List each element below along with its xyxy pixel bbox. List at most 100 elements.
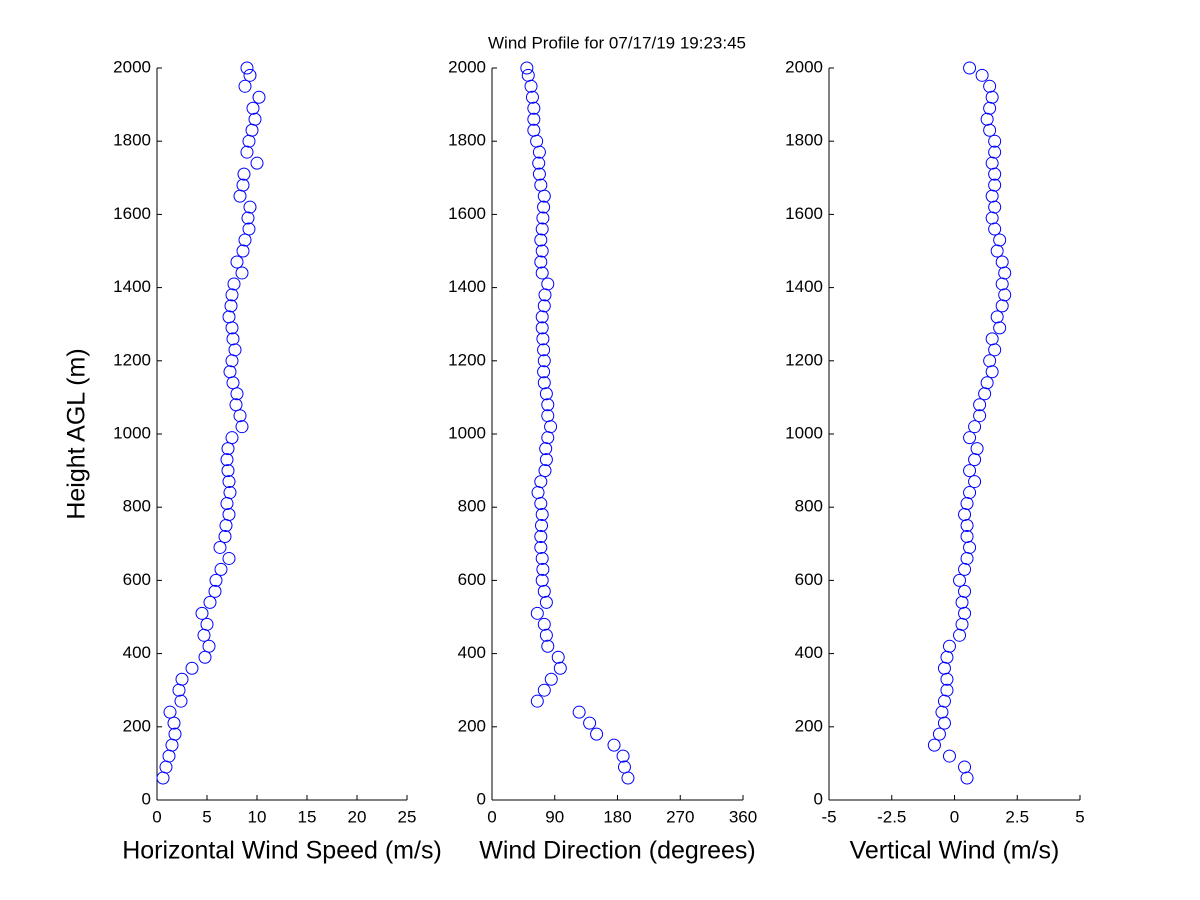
point — [238, 233, 252, 247]
point — [235, 266, 249, 280]
x-tick-label: 0 — [487, 807, 496, 826]
point — [617, 760, 631, 774]
y-tick-label: 200 — [123, 716, 151, 735]
point — [955, 595, 969, 609]
y-tick-label: 400 — [795, 643, 823, 662]
y-tick-label: 600 — [795, 570, 823, 589]
x-tick-label: -5 — [821, 807, 836, 826]
point — [525, 90, 539, 104]
point — [162, 749, 176, 763]
point — [990, 244, 1004, 258]
x-tick-label: 5 — [1075, 807, 1084, 826]
y-tick-label: 0 — [477, 789, 486, 808]
point — [226, 332, 240, 346]
point — [248, 112, 262, 126]
point — [185, 661, 199, 675]
y-tick-label: 1400 — [113, 277, 151, 296]
point — [219, 519, 233, 532]
point — [535, 310, 549, 324]
point — [534, 497, 548, 511]
point — [942, 749, 956, 763]
point — [527, 112, 541, 126]
y-tick-label: 1400 — [448, 277, 486, 296]
point — [521, 68, 535, 82]
point — [960, 497, 974, 511]
point — [988, 222, 1002, 236]
x-tick-label: 180 — [603, 807, 631, 826]
y-axis-label: Height AGL (m) — [63, 348, 91, 519]
point — [958, 584, 972, 598]
point — [975, 68, 989, 82]
y-tick-label: 600 — [458, 570, 486, 589]
point — [230, 387, 244, 401]
y-tick-label: 1200 — [448, 350, 486, 369]
x-tick-label: 5 — [202, 807, 211, 826]
y-tick-label: 600 — [123, 570, 151, 589]
x-tick-label: 360 — [729, 807, 757, 826]
x-axis-label: Vertical Wind (m/s) — [850, 837, 1060, 865]
point — [245, 123, 259, 137]
point — [530, 606, 544, 620]
point — [535, 266, 549, 280]
y-tick-label: 2000 — [448, 57, 486, 76]
x-axis-label: Wind Direction (degrees) — [479, 837, 756, 865]
point — [553, 661, 567, 675]
point — [236, 244, 250, 258]
point — [225, 354, 239, 368]
point — [227, 277, 241, 291]
point — [539, 628, 553, 642]
figure-title: Wind Profile for 07/17/19 19:23:45 — [488, 33, 746, 52]
point — [940, 672, 954, 686]
point — [985, 189, 999, 203]
x-tick-label: -2.5 — [877, 807, 906, 826]
point — [978, 387, 992, 401]
point — [990, 310, 1004, 324]
point — [541, 398, 555, 412]
point — [156, 771, 170, 785]
point — [537, 376, 551, 390]
point — [537, 200, 551, 214]
point — [203, 595, 217, 609]
point — [993, 321, 1007, 335]
x-tick-label: 15 — [298, 807, 317, 826]
point — [520, 61, 534, 75]
point — [988, 178, 1002, 192]
point — [960, 519, 974, 532]
point — [229, 398, 243, 412]
point — [534, 255, 548, 269]
point — [958, 760, 972, 774]
y-tick-label: 1800 — [113, 131, 151, 150]
y-tick-label: 1800 — [785, 131, 823, 150]
point — [970, 442, 984, 456]
point — [224, 299, 238, 313]
point — [988, 200, 1002, 214]
point — [983, 101, 997, 115]
point — [537, 299, 551, 313]
y-tick-label: 800 — [458, 497, 486, 516]
point — [223, 486, 237, 500]
point — [535, 321, 549, 335]
point — [537, 584, 551, 598]
point — [988, 167, 1002, 181]
point — [238, 79, 252, 93]
point — [532, 167, 546, 181]
point — [535, 508, 549, 522]
point — [541, 639, 555, 653]
point — [537, 683, 551, 697]
point — [544, 672, 558, 686]
point — [980, 376, 994, 390]
y-tick-label: 200 — [795, 716, 823, 735]
point — [539, 595, 553, 609]
point — [998, 266, 1012, 280]
point — [222, 475, 236, 489]
y-tick-label: 400 — [123, 643, 151, 662]
point — [535, 519, 549, 532]
point — [233, 189, 247, 203]
point — [998, 288, 1012, 302]
point — [541, 277, 555, 291]
point — [243, 68, 257, 82]
point — [527, 123, 541, 137]
y-tick-label: 800 — [123, 497, 151, 516]
point — [537, 189, 551, 203]
point — [988, 343, 1002, 357]
